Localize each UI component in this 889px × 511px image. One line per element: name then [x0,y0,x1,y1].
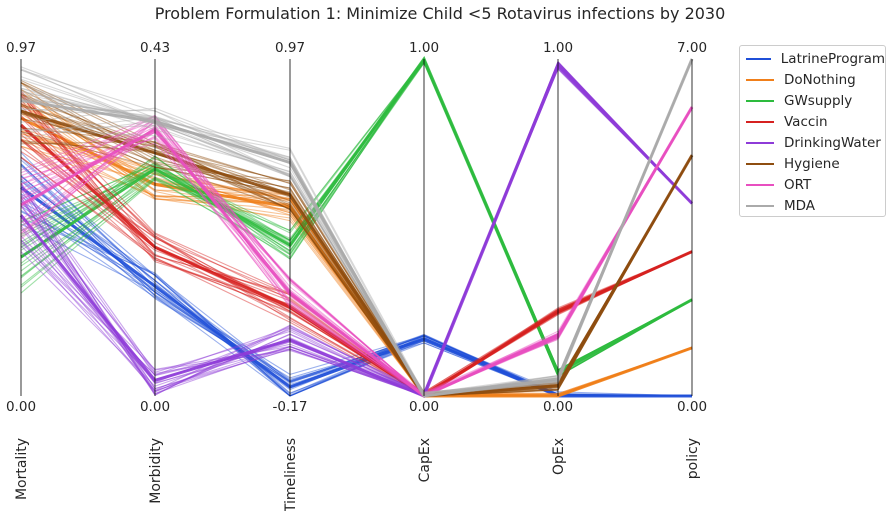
series-line [20,61,693,397]
legend-item: LatrineProgram [740,48,885,69]
legend-swatch [746,78,774,81]
legend-item: Vaccin [740,111,885,132]
series-line [20,96,693,397]
polylines-layer [19,55,694,398]
axis-min-label: 0.00 [677,399,707,415]
axis-max-label: 0.43 [140,40,170,56]
series-line [20,107,693,394]
series-line [20,107,693,397]
axis-max-label: 1.00 [409,40,439,56]
axis-max-label: 7.00 [677,40,707,56]
legend-item: ORT [740,174,885,195]
series-line [20,68,693,395]
series-line [20,68,693,395]
axis-name-label: Morbidity [148,438,164,504]
legend-swatch [746,204,774,207]
legend-label: ORT [784,176,812,193]
series-core-line [20,58,694,398]
series-Hygiene [20,80,694,398]
series-line [20,211,693,397]
series-core-line [20,186,692,398]
axis-max-label: 1.00 [543,40,573,56]
legend-label: GWsupply [784,92,853,109]
series-line [20,59,693,377]
legend-swatch [746,57,771,60]
series-core-line [20,106,694,398]
axis-name-label: Mortality [14,438,30,500]
axes-layer: 0.97 0.00 Mortality 0.43 0.00 Morbidity 0.97 -0… [6,40,707,511]
legend-swatch [746,141,774,144]
axis-min-label: 0.00 [140,399,170,415]
series-line [20,112,693,397]
axis-min-label: 0.00 [409,399,439,415]
axis-name-label: OpEx [551,438,567,475]
legend-label: Hygiene [784,155,840,172]
legend-label: Vaccin [784,113,828,130]
series-core-line [20,55,693,375]
axis-name-label: Timeliness [283,438,299,511]
series-core-line [20,109,694,398]
series-core-line [19,123,693,398]
legend-swatch [746,162,774,165]
axis-max-label: 0.97 [6,40,36,56]
axis-min-label: -0.17 [273,399,308,415]
series-line [20,164,693,397]
legend-swatch [746,99,774,102]
series-MDA [20,58,694,398]
series-line [20,61,693,397]
legend-item: Hygiene [740,153,885,174]
series-line [20,61,693,393]
series-line [20,58,693,378]
series-line [20,62,693,377]
axis-name-label: policy [685,438,701,479]
series-line [20,223,693,396]
legend-item: DoNothing [740,69,885,90]
legend-label: MDA [784,197,816,214]
legend-item: MDA [740,195,885,216]
series-line [20,61,693,397]
legend: LatrineProgram DoNothing GWsupply Vaccin Dri… [739,45,886,217]
series-ORT [20,106,694,398]
series-DrinkingWater [19,60,694,398]
axis-max-label: 0.97 [275,40,305,56]
series-line [20,139,693,394]
legend-label: LatrineProgram [780,50,885,67]
legend-item: GWsupply [740,90,885,111]
legend-item: DrinkingWater [740,132,885,153]
series-line [20,57,693,378]
series-line [20,57,693,371]
series-core-line [20,116,693,398]
legend-swatch [746,120,774,123]
series-line [20,60,693,397]
series-GWsupply [20,55,693,378]
axis-name-label: CapEx [417,438,433,482]
series-core-line [19,63,694,398]
legend-label: DrinkingWater [784,134,881,151]
chart-title: Problem Formulation 1: Minimize Child <5… [154,4,726,23]
series-line [20,59,693,371]
series-line [20,105,693,397]
legend-swatch [746,183,774,186]
axis-min-label: 0.00 [6,399,36,415]
axis-min-label: 0.00 [543,399,573,415]
legend-label: DoNothing [784,71,856,88]
